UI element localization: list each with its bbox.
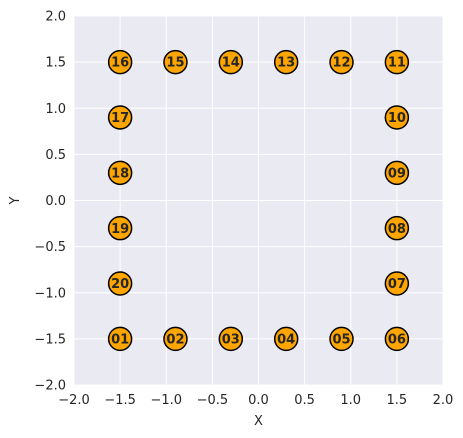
point-label: 20 — [111, 277, 129, 292]
y-tick-label: −1.0 — [34, 286, 66, 301]
x-tick-label: −1.0 — [150, 393, 182, 408]
point-13: 13 — [273, 49, 299, 75]
point-02: 02 — [163, 326, 188, 352]
point-marker — [384, 160, 410, 186]
point-marker — [329, 49, 354, 75]
point-label: 15 — [166, 56, 184, 71]
y-axis-label: Y — [8, 196, 23, 205]
x-tick-label: −1.5 — [104, 393, 136, 408]
y-axis-ticks: −2.0 −1.5 −1.0 −0.5 0.0 0.5 1.0 1.5 2.0 — [34, 10, 66, 394]
point-label: 14 — [222, 56, 240, 71]
point-label: 08 — [388, 222, 406, 237]
point-marker — [107, 215, 133, 241]
point-marker — [384, 49, 410, 75]
point-label: 01 — [111, 332, 129, 347]
point-label: 02 — [166, 332, 184, 347]
point-label: 17 — [111, 111, 129, 126]
point-10: 10 — [384, 105, 410, 130]
point-label: 10 — [388, 111, 406, 126]
y-tick-label: 0.5 — [45, 148, 66, 163]
point-12: 12 — [329, 49, 354, 75]
point-label: 11 — [388, 56, 406, 71]
x-axis-label: X — [254, 414, 263, 429]
point-20: 20 — [107, 271, 133, 296]
point-marker — [107, 105, 133, 130]
y-tick-label: 1.0 — [45, 102, 66, 117]
point-04: 04 — [273, 326, 299, 352]
point-09: 09 — [384, 160, 410, 186]
x-tick-label: 1.5 — [387, 393, 408, 408]
y-tick-label: −2.0 — [34, 379, 66, 394]
point-05: 05 — [329, 326, 354, 352]
point-marker — [163, 49, 188, 75]
point-07: 07 — [384, 271, 410, 296]
point-11: 11 — [384, 49, 410, 75]
point-marker — [273, 49, 299, 75]
y-tick-label: 0.0 — [45, 194, 66, 209]
point-label: 06 — [388, 332, 406, 347]
y-tick-label: −1.5 — [34, 332, 66, 347]
point-marker — [107, 271, 133, 296]
point-marker — [218, 326, 244, 352]
point-18: 18 — [107, 160, 133, 186]
x-tick-label: 1.0 — [340, 393, 361, 408]
point-label: 03 — [222, 332, 240, 347]
point-marker — [163, 326, 188, 352]
point-marker — [384, 215, 410, 241]
point-label: 19 — [111, 222, 129, 237]
x-tick-label: 0.0 — [248, 393, 269, 408]
point-marker — [384, 105, 410, 130]
x-tick-label: −2.0 — [58, 393, 90, 408]
y-tick-label: 2.0 — [45, 10, 66, 25]
data-points: 01 02 03 04 05 06 07 08 09 10 11 12 13 14 15 16 17 18 19 20 — [107, 49, 410, 352]
x-axis-ticks: −2.0 −1.5 −1.0 −0.5 0.0 0.5 1.0 1.5 2.0 — [58, 393, 453, 408]
point-label: 09 — [388, 166, 406, 181]
y-tick-label: 1.5 — [45, 56, 66, 71]
point-marker — [273, 326, 299, 352]
point-marker — [107, 160, 133, 186]
point-16: 16 — [107, 49, 133, 75]
point-marker — [384, 271, 410, 296]
point-15: 15 — [163, 49, 188, 75]
point-03: 03 — [218, 326, 244, 352]
y-tick-label: −0.5 — [34, 240, 66, 255]
x-tick-label: 0.5 — [294, 393, 315, 408]
x-tick-label: −0.5 — [197, 393, 229, 408]
point-08: 08 — [384, 215, 410, 241]
x-tick-label: 2.0 — [433, 393, 454, 408]
point-label: 04 — [277, 332, 295, 347]
point-marker — [218, 49, 244, 75]
point-06: 06 — [384, 326, 410, 352]
point-01: 01 — [107, 326, 133, 352]
point-label: 05 — [332, 332, 350, 347]
point-label: 16 — [111, 56, 129, 71]
point-marker — [107, 326, 133, 352]
point-marker — [329, 326, 354, 352]
point-marker — [107, 49, 133, 75]
point-marker — [384, 326, 410, 352]
grid-lines — [73, 15, 444, 386]
point-label: 12 — [332, 56, 350, 71]
point-14: 14 — [218, 49, 244, 75]
point-label: 07 — [388, 277, 406, 292]
point-label: 18 — [111, 166, 129, 181]
point-19: 19 — [107, 215, 133, 241]
point-17: 17 — [107, 105, 133, 130]
point-label: 13 — [277, 56, 295, 71]
